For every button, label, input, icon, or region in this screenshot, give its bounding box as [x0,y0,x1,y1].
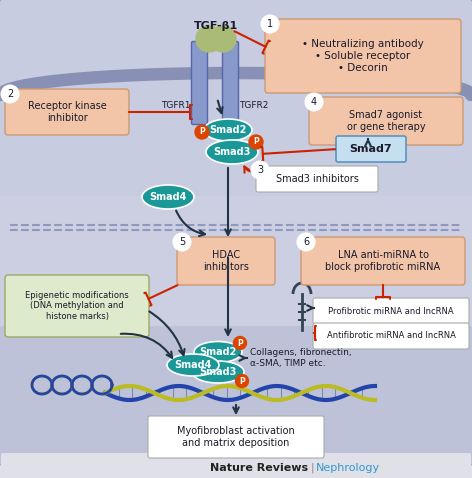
Text: Smad3: Smad3 [213,147,251,157]
FancyBboxPatch shape [222,42,238,124]
Circle shape [249,135,263,149]
Text: TGFR2: TGFR2 [239,100,269,109]
FancyBboxPatch shape [309,97,463,145]
FancyBboxPatch shape [313,298,469,324]
Text: Smad2: Smad2 [209,125,247,135]
FancyBboxPatch shape [265,19,461,93]
Circle shape [173,233,191,251]
Circle shape [305,93,323,111]
Text: Nephrology: Nephrology [316,463,380,473]
Text: 1: 1 [267,19,273,29]
FancyBboxPatch shape [177,237,275,285]
Text: Smad4: Smad4 [149,192,187,202]
Text: TGF-β1: TGF-β1 [194,21,238,31]
Text: |: | [310,463,314,473]
Text: • Neutralizing antibody
• Soluble receptor
• Decorin: • Neutralizing antibody • Soluble recept… [302,39,424,73]
FancyBboxPatch shape [1,453,471,477]
Ellipse shape [204,119,252,141]
Ellipse shape [192,361,244,383]
FancyBboxPatch shape [256,166,378,192]
Circle shape [236,374,248,388]
Text: TGFR1: TGFR1 [161,100,191,109]
Text: 6: 6 [303,237,309,247]
FancyBboxPatch shape [336,136,406,162]
Circle shape [261,15,279,33]
FancyBboxPatch shape [148,416,324,458]
Ellipse shape [206,140,258,164]
Text: Epigenetic modifications
(DNA methylation and
histone marks): Epigenetic modifications (DNA methylatio… [25,291,129,321]
Circle shape [195,125,209,139]
FancyBboxPatch shape [5,89,129,135]
Text: Collagens, fibronectin,
α-SMA, TIMP etc.: Collagens, fibronectin, α-SMA, TIMP etc. [250,348,352,368]
Text: Smad7 agonist
or gene therapy: Smad7 agonist or gene therapy [347,110,425,132]
Text: Antifibrotic miRNA and lncRNA: Antifibrotic miRNA and lncRNA [327,332,455,340]
Text: Profibrotic miRNA and lncRNA: Profibrotic miRNA and lncRNA [328,306,454,315]
Text: Smad7: Smad7 [350,144,392,154]
Text: Smad4: Smad4 [174,360,211,370]
Ellipse shape [194,341,242,362]
Text: P: P [239,377,245,385]
Text: 5: 5 [179,237,185,247]
FancyBboxPatch shape [0,326,472,465]
Text: Myofibroblast activation
and matrix deposition: Myofibroblast activation and matrix depo… [177,426,295,448]
FancyBboxPatch shape [313,323,469,349]
FancyBboxPatch shape [301,237,465,285]
Text: 2: 2 [7,89,13,99]
Text: Nature Reviews: Nature Reviews [210,463,308,473]
Circle shape [196,26,222,52]
Text: Smad2: Smad2 [199,347,236,357]
FancyBboxPatch shape [5,275,149,337]
Circle shape [210,26,236,52]
Ellipse shape [142,185,194,209]
Text: Smad3 inhibitors: Smad3 inhibitors [276,174,358,184]
Text: HDAC
inhibitors: HDAC inhibitors [203,250,249,272]
Text: 4: 4 [311,97,317,107]
FancyBboxPatch shape [0,196,472,465]
Text: Smad3: Smad3 [199,367,236,377]
Text: 3: 3 [257,165,263,175]
Circle shape [251,161,269,179]
Circle shape [234,337,246,349]
Ellipse shape [167,354,219,376]
Text: LNA anti-miRNA to
block profibrotic miRNA: LNA anti-miRNA to block profibrotic miRN… [325,250,440,272]
Text: P: P [253,138,259,146]
Circle shape [297,233,315,251]
Text: P: P [237,338,243,348]
Text: Receptor kinase
inhibitor: Receptor kinase inhibitor [28,101,106,123]
FancyBboxPatch shape [0,0,472,465]
FancyBboxPatch shape [192,42,208,124]
Circle shape [1,85,19,103]
Text: P: P [199,128,205,137]
